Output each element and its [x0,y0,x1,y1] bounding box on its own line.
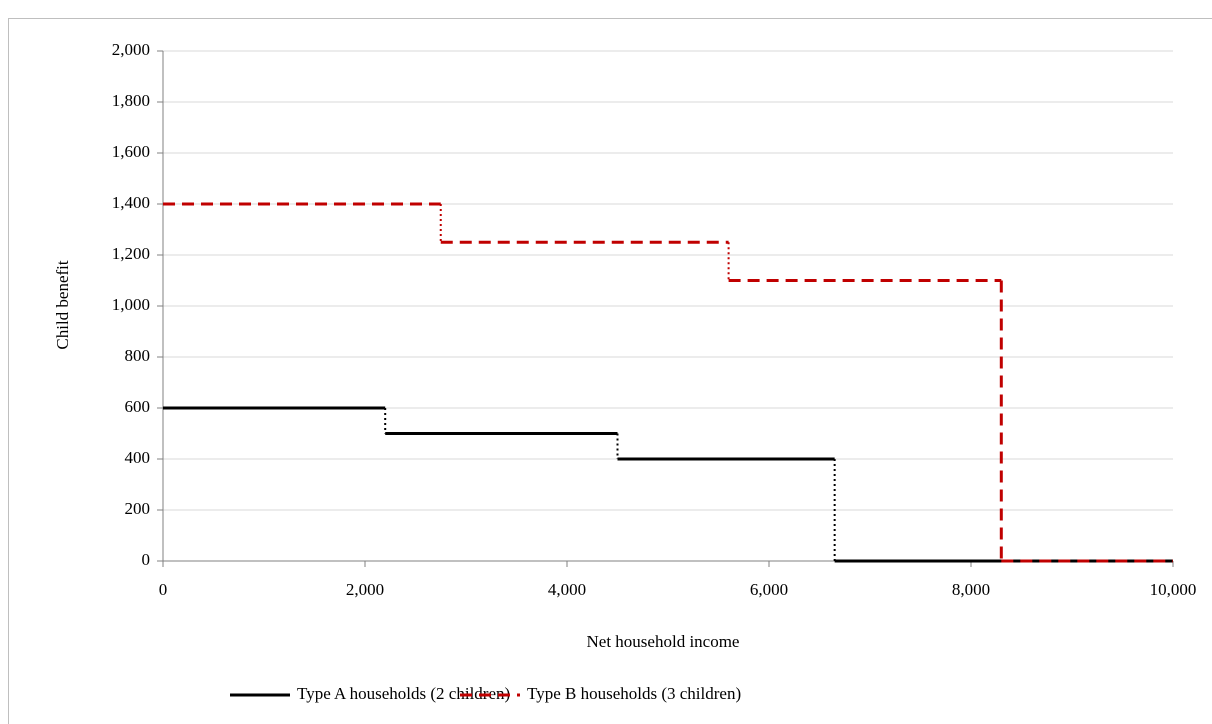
y-tick-label: 1,000 [112,295,150,314]
y-tick-label: 200 [125,499,151,518]
x-tick-label: 4,000 [548,580,586,599]
y-tick-label: 400 [125,448,151,467]
x-tick-label: 10,000 [1150,580,1197,599]
x-tick-label: 2,000 [346,580,384,599]
legend-label: Type B households (3 children) [527,684,741,703]
x-axis-label: Net household income [587,632,740,651]
legend-label: Type A households (2 children) [297,684,510,703]
y-tick-label: 600 [125,397,151,416]
y-tick-label: 0 [142,550,151,569]
y-tick-label: 2,000 [112,40,150,59]
x-tick-label: 6,000 [750,580,788,599]
y-axis-label: Child benefit [53,260,72,350]
y-tick-label: 1,400 [112,193,150,212]
x-tick-label: 0 [159,580,168,599]
y-tick-label: 800 [125,346,151,365]
x-tick-label: 8,000 [952,580,990,599]
y-tick-label: 1,200 [112,244,150,263]
y-tick-label: 1,600 [112,142,150,161]
chart-border [8,18,1212,724]
y-tick-label: 1,800 [112,91,150,110]
